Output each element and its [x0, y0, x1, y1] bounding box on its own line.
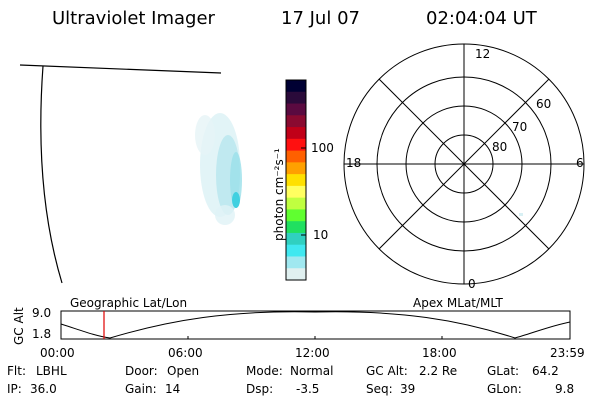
colorbar-segment: [286, 244, 306, 258]
colorbar-segment: [286, 138, 306, 152]
info-seq-value: 39: [400, 382, 416, 396]
color-scale-bar: [285, 79, 307, 281]
aurora-emission: [195, 113, 242, 225]
date-label: 17 Jul 07: [281, 8, 360, 29]
info-mode-value: Normal: [290, 364, 334, 378]
orbit-y-bottom: 1.8: [32, 327, 52, 341]
info-glat-value: 64.2: [532, 364, 559, 378]
instrument-title: Ultraviolet Imager: [52, 8, 215, 29]
colorbar-segment: [286, 174, 306, 187]
colorbar-segment: [286, 256, 306, 269]
info-dsp-value: -3.5: [296, 382, 320, 396]
colorbar-segment: [286, 150, 306, 163]
orbit-x-tick-label-4: 23:59: [550, 346, 585, 360]
colorbar-segment: [286, 115, 306, 128]
colorbar-segment: [286, 127, 306, 140]
colorbar-segment: [286, 103, 306, 116]
orbit-altitude-plot: [60, 310, 571, 340]
info-door-value: Open: [167, 364, 200, 378]
info-gcalt-label: GC Alt:: [366, 364, 408, 378]
limb-top-line: [19, 64, 222, 74]
info-gain-label: Gain:: [125, 382, 157, 396]
colorbar-label-10: 10: [313, 228, 329, 242]
orbit-x-tick-label-2: 12:00: [295, 346, 330, 360]
info-gain-value: 14: [165, 382, 181, 396]
polar-label-lat70: 70: [512, 120, 528, 134]
info-ip-value: 36.0: [30, 382, 57, 396]
info-door-label: Door:: [125, 364, 158, 378]
polar-label-6: 6: [576, 156, 584, 170]
info-flt-value: LBHL: [36, 364, 67, 378]
orbit-yaxis-label: GC Alt: [12, 307, 26, 345]
polar-mlat-mlt-plot: [343, 43, 585, 285]
colorbar-segment: [286, 185, 306, 199]
info-seq-label: Seq:: [366, 382, 393, 396]
colorbar-segment: [286, 268, 306, 281]
orbit-x-tick-label-3: 18:00: [422, 346, 457, 360]
info-ip-label: IP:: [7, 382, 22, 396]
time-label: 02:04:04 UT: [426, 8, 537, 29]
info-glat-label: GLat:: [487, 364, 520, 378]
info-glon-label: GLon:: [487, 382, 522, 396]
info-flt-label: Flt:: [7, 364, 26, 378]
orbit-y-top: 9.0: [32, 306, 52, 320]
meridian-diag-2: [378, 78, 550, 250]
colorbar-border: [285, 79, 307, 281]
limb-left-curve: [40, 65, 63, 284]
polar-label-0: 0: [468, 277, 476, 291]
polar-label-18: 18: [346, 156, 362, 170]
orbit-right-title: Apex MLat/MLT: [413, 296, 503, 310]
colorbar-segment: [286, 232, 306, 246]
polar-label-lat80: 80: [492, 140, 508, 154]
colorbar-segment: [286, 209, 306, 222]
info-gcalt-value: 2.2 Re: [419, 364, 458, 378]
geographic-image-panel: [19, 64, 242, 284]
info-mode-label: Mode:: [246, 364, 283, 378]
colorbar-segment: [286, 197, 306, 211]
polar-aurora-spot: [519, 213, 523, 216]
colorbar-segment: [286, 221, 306, 234]
orbit-x-tick-label-0: 00:00: [40, 346, 75, 360]
polar-label-lat60: 60: [536, 97, 552, 111]
colorbar-segment: [286, 91, 306, 105]
colorbar-segment: [286, 80, 306, 93]
orbit-left-title: Geographic Lat/Lon: [70, 296, 188, 310]
altitude-curve: [60, 311, 571, 339]
orbit-plot-frame: [60, 310, 571, 340]
orbit-x-tick-label-1: 06:00: [168, 346, 203, 360]
info-dsp-label: Dsp:: [246, 382, 274, 396]
info-glon-value: 9.8: [555, 382, 575, 396]
colorbar-units-label: photon cm⁻²s⁻¹: [272, 148, 286, 241]
colorbar-label-100: 100: [311, 141, 334, 155]
polar-label-12: 12: [475, 47, 491, 61]
colorbar-segment: [286, 162, 306, 175]
